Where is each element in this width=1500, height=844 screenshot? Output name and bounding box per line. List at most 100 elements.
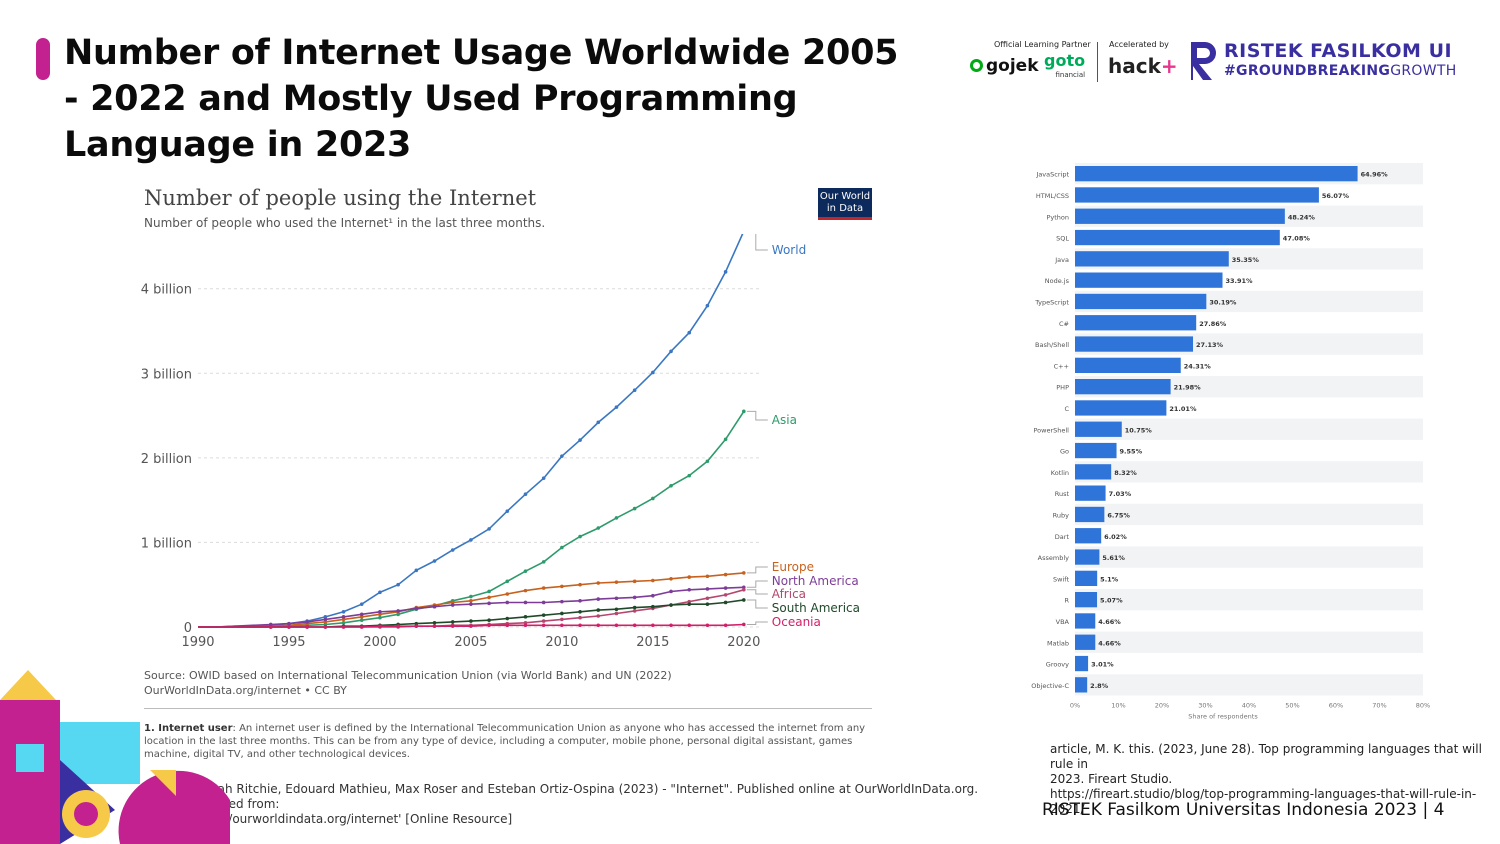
data-point: [378, 609, 382, 614]
value-label: 56.07%: [1322, 192, 1350, 200]
data-point: [432, 604, 437, 609]
reference-fireart: article, M. K. this. (2023, June 28). To…: [1050, 742, 1482, 816]
data-point: [632, 623, 637, 628]
data-point: [505, 579, 510, 584]
category-label: Objective-C: [1031, 682, 1069, 690]
row-band: [1075, 503, 1423, 526]
data-point: [487, 595, 491, 600]
owid-divider: [144, 708, 872, 709]
data-point: [450, 624, 455, 628]
data-point: [523, 569, 528, 573]
data-point: [523, 600, 528, 605]
data-point: [578, 438, 582, 442]
data-point: [305, 625, 309, 629]
data-point: [632, 506, 637, 511]
ristek-name: RISTEK FASILKOM UI: [1224, 40, 1453, 62]
data-point: [742, 598, 746, 602]
data-point: [450, 620, 455, 624]
value-label: 8.32%: [1114, 469, 1137, 477]
category-label: Java: [1054, 256, 1069, 264]
data-point: [487, 618, 491, 623]
category-label: Python: [1046, 213, 1069, 221]
bar: [1075, 379, 1171, 395]
data-point: [560, 454, 564, 458]
value-label: 24.31%: [1184, 362, 1212, 370]
data-point: [560, 545, 564, 550]
x-tick-label: 70%: [1372, 702, 1386, 710]
data-point: [651, 496, 655, 501]
bar: [1075, 485, 1106, 501]
data-point: [632, 595, 637, 600]
bar: [1075, 229, 1280, 246]
data-point: [450, 548, 455, 552]
legend-connector: [746, 410, 768, 421]
value-label: 4.66%: [1098, 639, 1121, 647]
bar: [1075, 592, 1098, 608]
x-tick-label: 10%: [1111, 702, 1125, 710]
bar: [1075, 634, 1096, 650]
bar: [1075, 677, 1088, 693]
row-band: [1075, 546, 1423, 568]
category-label: C#: [1059, 320, 1069, 328]
data-point: [578, 615, 582, 620]
data-point: [651, 578, 655, 583]
data-point: [560, 599, 564, 604]
value-label: 5.07%: [1100, 597, 1123, 605]
category-label: PowerShell: [1033, 426, 1069, 434]
data-point: [614, 580, 619, 584]
data-point: [505, 600, 510, 605]
data-point: [705, 623, 710, 628]
value-label: 3.01%: [1091, 661, 1114, 669]
data-point: [450, 600, 455, 605]
data-point: [687, 602, 692, 606]
data-point: [378, 590, 382, 595]
data-point: [323, 620, 328, 624]
series-label: Europe: [772, 560, 814, 574]
bar: [1075, 613, 1096, 629]
data-point: [268, 622, 273, 627]
internet-users-line-chart: 0 1 billion 2 billion 3 billion 4 billion 199…: [141, 234, 860, 650]
data-point: [723, 572, 728, 577]
data-point: [560, 611, 564, 616]
row-band: [1075, 631, 1423, 653]
data-point: [396, 612, 400, 617]
data-point: [687, 623, 692, 628]
gojek-icon: [970, 59, 983, 72]
category-label: Dart: [1055, 533, 1070, 541]
data-point: [414, 624, 419, 628]
value-label: 4.66%: [1098, 618, 1121, 626]
data-point: [614, 623, 619, 628]
data-point: [596, 597, 601, 601]
row-band: [1075, 418, 1423, 440]
x-tick-label: 1990: [181, 635, 214, 650]
data-point: [687, 587, 692, 592]
reference-owid: Hannah Ritchie, Edouard Mathieu, Max Ros…: [186, 782, 979, 826]
data-point: [705, 574, 710, 579]
data-point: [378, 624, 382, 628]
ristek-tagline: #GROUNDBREAKINGGROWTH: [1224, 63, 1457, 79]
value-label: 33.91%: [1226, 277, 1254, 285]
value-label: 21.01%: [1169, 405, 1197, 413]
data-point: [541, 586, 546, 590]
bar: [1075, 549, 1100, 565]
data-point: [614, 596, 619, 601]
data-point: [614, 607, 619, 612]
data-point: [305, 620, 309, 624]
owid-chart-subtitle: Number of people who used the Internet¹ …: [144, 216, 546, 230]
data-point: [505, 509, 510, 513]
data-point: [742, 409, 746, 414]
data-point: [651, 623, 655, 628]
x-tick-label: 2000: [363, 635, 396, 650]
data-point: [669, 349, 673, 354]
data-point: [632, 388, 637, 393]
data-point: [523, 615, 528, 619]
series-label: Africa: [772, 587, 806, 601]
series-label: South America: [772, 601, 860, 615]
decorative-shapes: [0, 670, 230, 844]
data-point: [596, 614, 601, 618]
data-point: [378, 612, 382, 617]
bar: [1075, 357, 1181, 373]
category-label: Kotlin: [1051, 469, 1069, 477]
data-point: [341, 617, 346, 622]
data-point: [596, 526, 601, 530]
